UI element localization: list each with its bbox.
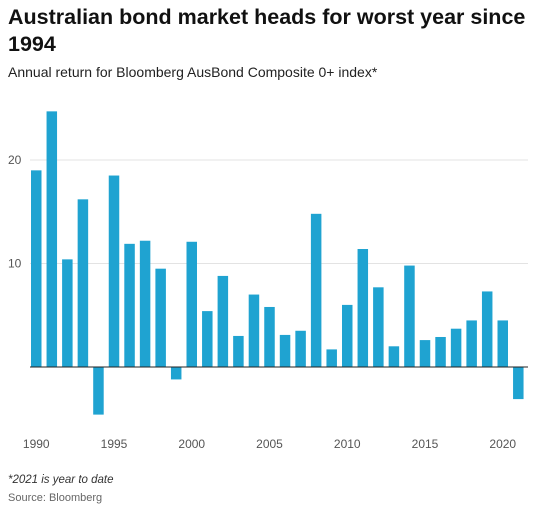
bar-2006 <box>279 334 291 368</box>
bar-2015 <box>419 340 431 367</box>
x-tick-labels: 1990 1995 2000 2005 2010 2015 2020 <box>23 437 517 451</box>
x-tick-label: 2005 <box>256 437 283 451</box>
bar-2010 <box>342 304 353 367</box>
bar-2004 <box>248 294 260 367</box>
gridlines <box>30 159 528 264</box>
source-note: Source: Bloomberg <box>8 492 103 504</box>
bar-1993 <box>77 199 89 367</box>
bars <box>31 111 524 415</box>
bar-2005 <box>264 306 275 367</box>
bar-2008 <box>310 213 322 367</box>
bar-1998 <box>155 268 166 368</box>
bar-2017 <box>450 328 462 367</box>
bar-2001 <box>202 311 213 367</box>
y-tick-labels: 10 20 <box>8 153 22 271</box>
bar-2013 <box>388 346 400 367</box>
bar-1991 <box>46 111 58 367</box>
x-tick-label: 2000 <box>178 437 205 451</box>
x-tick-label: 2015 <box>412 437 439 451</box>
x-tick-label: 1995 <box>101 437 128 451</box>
bar-2000 <box>186 241 197 367</box>
y-tick-label: 10 <box>8 257 22 271</box>
bar-2009 <box>326 349 337 367</box>
bar-1999 <box>170 367 182 380</box>
y-tick-label: 20 <box>8 153 22 167</box>
chart-title: Australian bond market heads for worst y… <box>8 5 526 56</box>
bar-2014 <box>404 265 415 367</box>
x-tick-label: 2010 <box>334 437 361 451</box>
footnote: *2021 is year to date <box>8 474 114 486</box>
bar-2003 <box>233 335 244 367</box>
x-tick-label: 2020 <box>489 437 516 451</box>
bar-1997 <box>139 240 151 367</box>
bar-1994 <box>93 367 104 415</box>
bar-2011 <box>357 249 369 367</box>
bar-2019 <box>481 291 493 367</box>
bar-1996 <box>124 243 135 367</box>
bar-1995 <box>108 175 120 367</box>
bar-2012 <box>373 287 384 367</box>
bar-2021 <box>513 367 524 400</box>
bar-2007 <box>295 330 306 367</box>
bar-1990 <box>31 170 42 367</box>
x-tick-label: 1990 <box>23 437 50 451</box>
bar-2018 <box>466 320 477 367</box>
chart-subtitle: Annual return for Bloomberg AusBond Comp… <box>8 64 378 80</box>
bar-2016 <box>435 336 446 367</box>
bar-2020 <box>497 320 508 367</box>
bar-2002 <box>217 275 229 367</box>
bar-chart: 10 20 1990 1995 2000 2005 2010 2015 2020 <box>8 111 528 451</box>
bar-1992 <box>62 259 73 367</box>
